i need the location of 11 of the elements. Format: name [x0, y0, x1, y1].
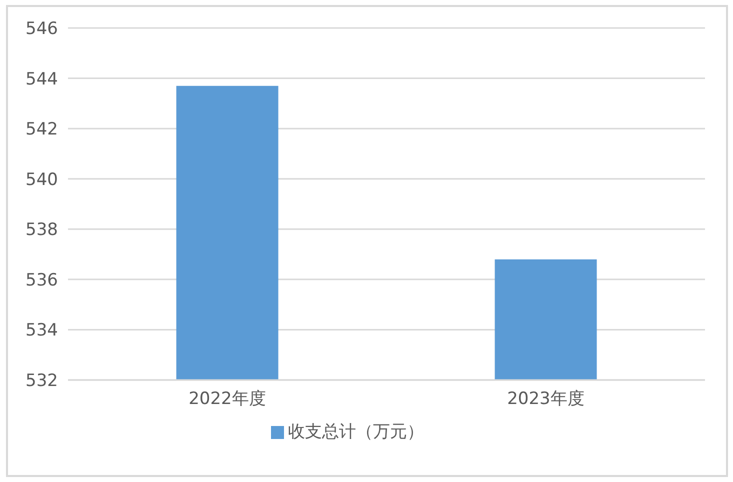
y-tick-label: 542	[26, 120, 58, 140]
y-tick-label: 534	[26, 320, 58, 341]
x-tick-label: 2023年度	[507, 389, 584, 410]
y-tick-label: 540	[26, 170, 58, 190]
y-tick-label: 536	[26, 270, 58, 290]
legend-label: 收支总计（万元）	[288, 422, 424, 442]
x-tick-label: 2022年度	[188, 389, 266, 410]
y-tick-label: 538	[26, 220, 58, 240]
y-tick-label: 532	[26, 371, 58, 392]
y-tick-label: 546	[26, 19, 58, 40]
y-tick-label: 544	[26, 69, 58, 90]
